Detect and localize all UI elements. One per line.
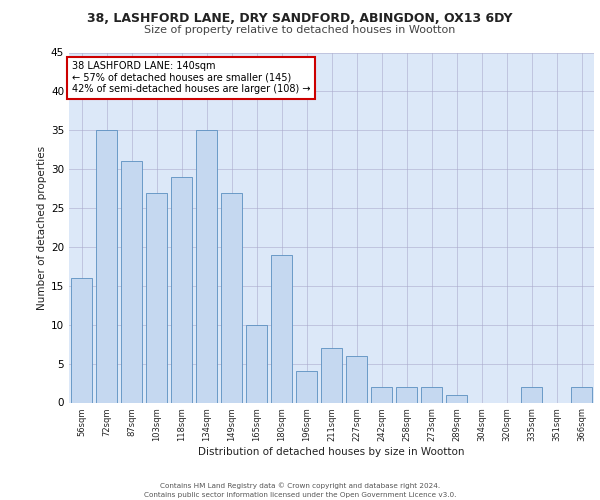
- Bar: [121, 162, 142, 402]
- Bar: [421, 387, 442, 402]
- Bar: [296, 372, 317, 402]
- Bar: [271, 254, 292, 402]
- Bar: [171, 177, 192, 402]
- Bar: [371, 387, 392, 402]
- Bar: [321, 348, 342, 403]
- Bar: [446, 394, 467, 402]
- Bar: [246, 324, 267, 402]
- Text: Size of property relative to detached houses in Wootton: Size of property relative to detached ho…: [145, 25, 455, 35]
- Bar: [146, 192, 167, 402]
- Bar: [396, 387, 417, 402]
- Text: 38, LASHFORD LANE, DRY SANDFORD, ABINGDON, OX13 6DY: 38, LASHFORD LANE, DRY SANDFORD, ABINGDO…: [87, 12, 513, 26]
- Bar: [196, 130, 217, 402]
- X-axis label: Distribution of detached houses by size in Wootton: Distribution of detached houses by size …: [198, 447, 465, 457]
- Bar: [521, 387, 542, 402]
- Text: Contains HM Land Registry data © Crown copyright and database right 2024.: Contains HM Land Registry data © Crown c…: [160, 482, 440, 489]
- Text: 38 LASHFORD LANE: 140sqm
← 57% of detached houses are smaller (145)
42% of semi-: 38 LASHFORD LANE: 140sqm ← 57% of detach…: [71, 61, 310, 94]
- Bar: [571, 387, 592, 402]
- Y-axis label: Number of detached properties: Number of detached properties: [37, 146, 47, 310]
- Text: Contains public sector information licensed under the Open Government Licence v3: Contains public sector information licen…: [144, 492, 456, 498]
- Bar: [346, 356, 367, 403]
- Bar: [96, 130, 117, 402]
- Bar: [71, 278, 92, 402]
- Bar: [221, 192, 242, 402]
